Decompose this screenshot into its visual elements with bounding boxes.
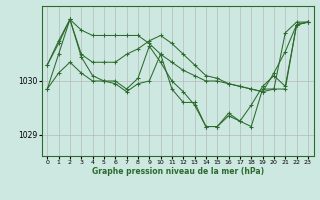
X-axis label: Graphe pression niveau de la mer (hPa): Graphe pression niveau de la mer (hPa) (92, 167, 264, 176)
